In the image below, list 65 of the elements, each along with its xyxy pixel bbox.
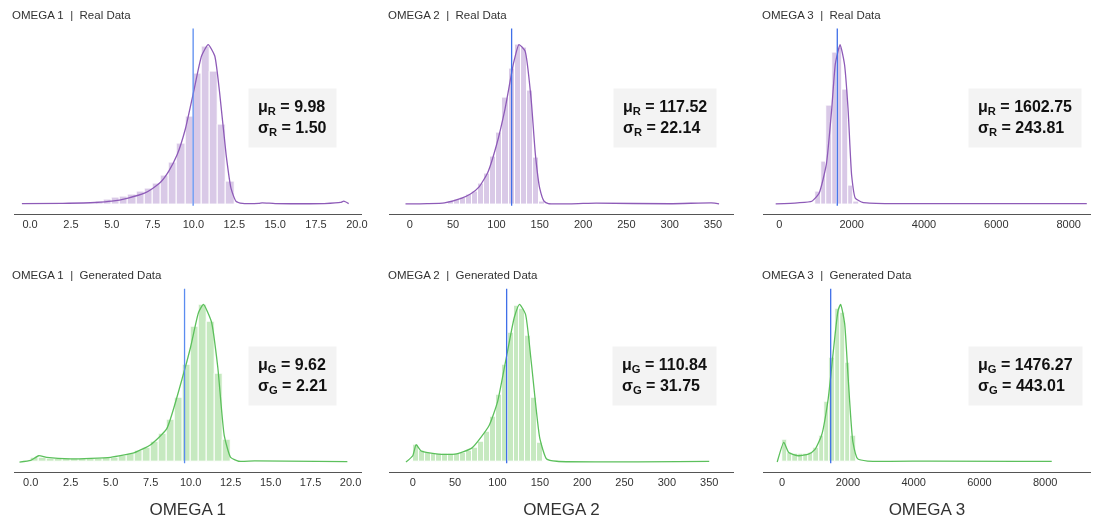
x-tick-label: 17.5	[299, 475, 322, 488]
x-tick-label: 2.5	[63, 218, 79, 231]
annotation: μ$_{G}$ = 110.84	[622, 356, 707, 376]
annotation: μ$_{G}$ = 1476.27	[978, 356, 1073, 376]
x-tick-label: 10.0	[182, 218, 205, 231]
x-tick-label: 0.0	[23, 475, 39, 488]
annotation: μ$_{R}$ = 9.98	[258, 98, 326, 118]
x-tick-label: 17.5	[305, 218, 327, 231]
x-tick-label: 150	[530, 218, 549, 231]
x-tick-label: 2.5	[63, 475, 79, 488]
x-tick-label: 0	[406, 218, 413, 231]
x-tick-label: 7.5	[142, 475, 159, 488]
x-tick-label: 0	[409, 475, 416, 488]
x-axis-title: OMEGA 3	[888, 500, 966, 520]
x-tick-label: 8000	[1032, 475, 1058, 488]
annotation: σ$_{R}$ = 1.50	[258, 118, 327, 139]
x-axis-title: OMEGA 2	[523, 500, 600, 520]
x-tick-label: 6000	[984, 218, 1009, 231]
x-tick-label: 100	[488, 475, 507, 488]
x-tick-label: 8000	[1056, 218, 1081, 231]
x-tick-label: 20.0	[339, 475, 362, 488]
x-tick-label: 7.5	[144, 218, 161, 231]
annotation: σ$_{R}$ = 22.14	[623, 118, 701, 139]
chart-title: OMEGA 1 | Real Data	[12, 9, 132, 21]
annotation: σ$_{G}$ = 2.21	[258, 376, 328, 397]
x-tick-label: 50	[448, 475, 462, 488]
x-tick-label: 20.0	[346, 218, 368, 231]
x-tick-label: 0	[779, 475, 786, 488]
x-tick-label: 12.5	[219, 475, 242, 488]
x-tick-label: 12.5	[223, 218, 246, 231]
x-tick-label: 100	[487, 218, 506, 231]
x-tick-label: 5.0	[104, 218, 120, 231]
chart-title: OMEGA 2 | Real Data	[388, 9, 508, 21]
annotation: σ$_{R}$ = 243.81	[978, 118, 1065, 139]
x-tick-label: 10.0	[179, 475, 202, 488]
x-tick-label: 50	[447, 218, 460, 231]
x-tick-label: 2000	[835, 475, 861, 488]
chart-title: OMEGA 2 | Generated Data	[388, 269, 538, 281]
annotation: μ$_{G}$ = 9.62	[258, 356, 326, 376]
x-tick-label: 200	[572, 475, 592, 488]
x-tick-label: 350	[700, 475, 719, 488]
x-tick-label: 4000	[911, 218, 937, 231]
x-tick-label: 4000	[901, 475, 926, 488]
x-tick-label: 6000	[967, 475, 992, 488]
annotation: μ$_{R}$ = 1602.75	[978, 98, 1073, 118]
chart-title: OMEGA 3 | Real Data	[762, 9, 882, 21]
x-tick-label: 300	[660, 218, 679, 231]
x-tick-label: 5.0	[103, 475, 119, 488]
x-tick-label: 15.0	[259, 475, 282, 488]
x-tick-label: 2000	[839, 218, 864, 231]
annotation: σ$_{G}$ = 443.01	[978, 376, 1065, 397]
x-tick-label: 250	[615, 475, 634, 488]
chart-title: OMEGA 1 | Generated Data	[12, 269, 162, 281]
x-tick-label: 0	[776, 218, 783, 231]
x-tick-label: 200	[573, 218, 593, 231]
x-axis-title: OMEGA 1	[149, 500, 227, 520]
annotation: μ$_{R}$ = 117.52	[623, 98, 708, 118]
x-tick-label: 250	[617, 218, 636, 231]
chart-title: OMEGA 3 | Generated Data	[762, 269, 912, 281]
annotation: σ$_{G}$ = 31.75	[622, 376, 701, 397]
x-tick-label: 300	[657, 475, 677, 488]
x-tick-label: 15.0	[264, 218, 286, 231]
x-tick-label: 150	[530, 475, 549, 488]
x-tick-label: 350	[703, 218, 723, 231]
x-tick-label: 0.0	[22, 218, 38, 231]
